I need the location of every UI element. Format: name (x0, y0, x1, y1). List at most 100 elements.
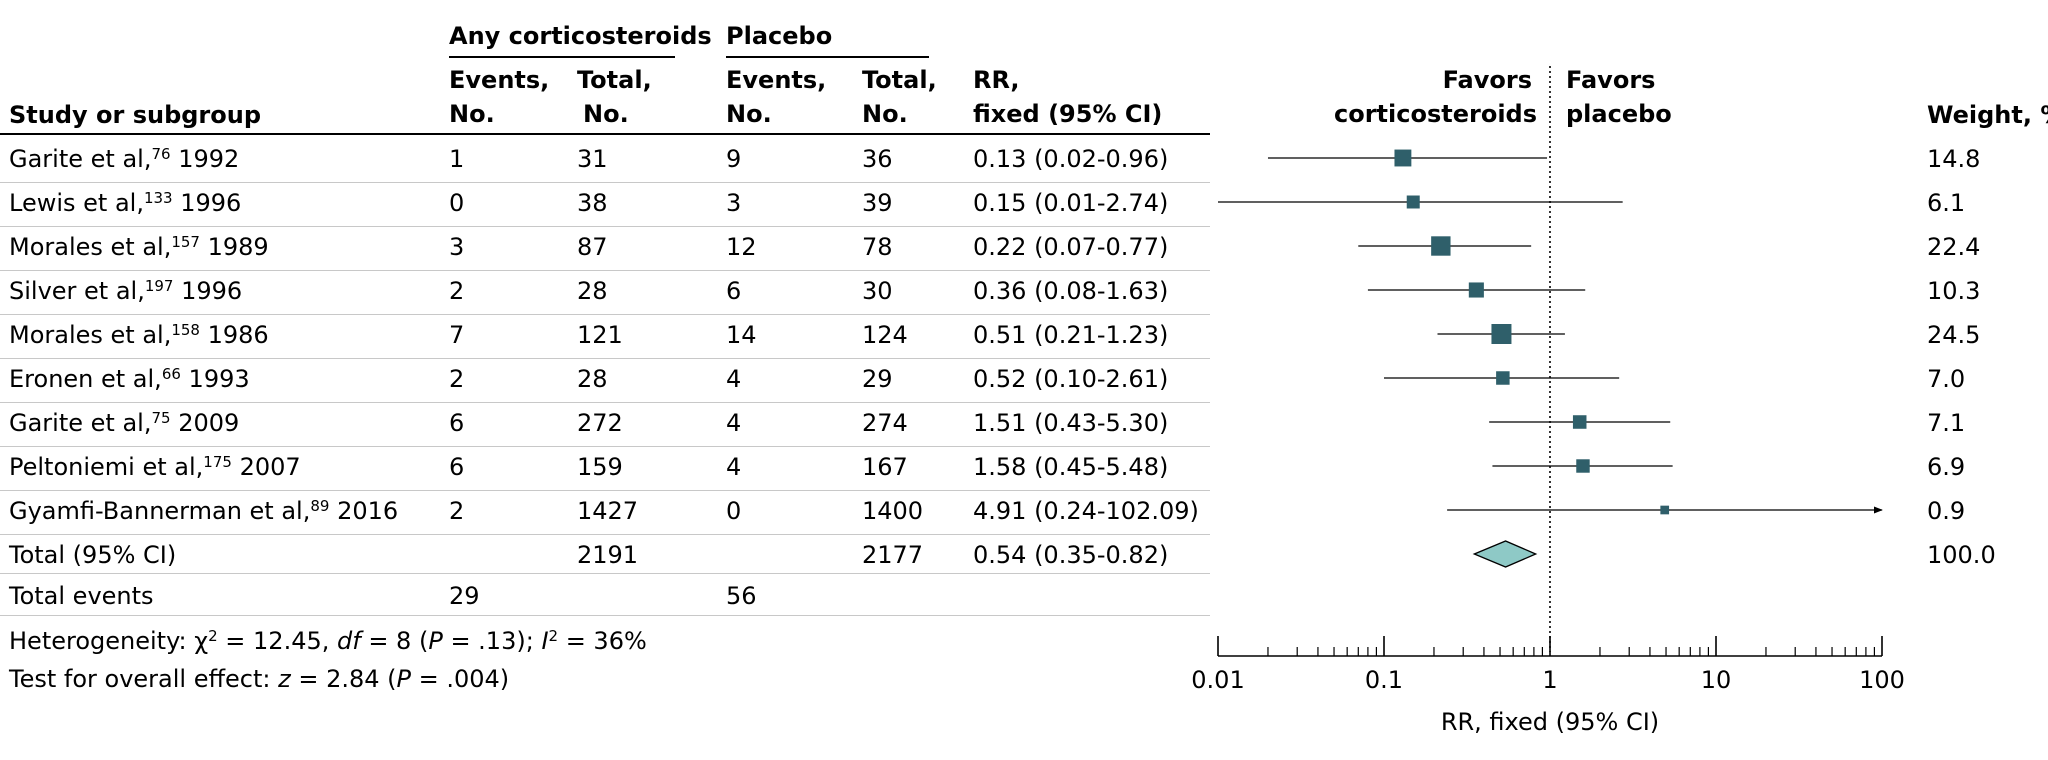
header-rule (0, 133, 1210, 135)
row-separator (0, 402, 1210, 403)
study-header: Study or subgroup (9, 101, 262, 129)
plac-total-header-2: No. (862, 100, 908, 128)
plac-total-header-1: Total, (862, 66, 937, 94)
weight-cell: 7.1 (1927, 409, 1966, 437)
rr-ci-cell: 0.36 (0.08-1.63) (973, 277, 1169, 305)
weight-cell: 14.8 (1927, 145, 1981, 173)
cort-events-cell: 6 (449, 409, 465, 437)
study-name: Peltoniemi et al,175 2007 (9, 453, 301, 481)
plac-events-header-1: Events, (726, 66, 827, 94)
x-tick-label: 0.1 (1365, 666, 1403, 694)
plac-total-cell: 30 (862, 277, 893, 305)
rr-ci-cell: 0.51 (0.21-1.23) (973, 321, 1169, 349)
total-events-cort: 29 (449, 582, 480, 610)
cort-events-cell: 3 (449, 233, 465, 261)
point-marker (1660, 505, 1670, 515)
rr-ci-cell: 0.13 (0.02-0.96) (973, 145, 1169, 173)
total-events-label: Total events (9, 582, 154, 610)
rr-ci-cell: 0.22 (0.07-0.77) (973, 233, 1169, 261)
plac-events-cell: 4 (726, 453, 742, 481)
cort-total-cell: 159 (577, 453, 623, 481)
favors-right-header-1: Favors (1566, 66, 1656, 94)
point-marker (1394, 149, 1412, 167)
weight-cell: 6.1 (1927, 189, 1966, 217)
plac-events-cell: 0 (726, 497, 742, 525)
group1-underline (449, 56, 675, 58)
x-tick-label: 10 (1701, 666, 1732, 694)
plac-total-cell: 29 (862, 365, 893, 393)
cort-events-cell: 7 (449, 321, 465, 349)
point-marker (1576, 459, 1590, 473)
heterogeneity-text: Heterogeneity: χ2 = 12.45, df = 8 (P = .… (9, 627, 647, 655)
plac-events-cell: 3 (726, 189, 742, 217)
row-separator (0, 573, 1210, 574)
plac-events-cell: 12 (726, 233, 757, 261)
rr-header-1: RR, (973, 66, 1020, 94)
row-separator (0, 226, 1210, 227)
plac-total-cell: 1400 (862, 497, 924, 525)
group2-underline (726, 56, 929, 58)
cort-events-cell: 2 (449, 365, 465, 393)
rr-header-2: fixed (95% CI) (973, 100, 1163, 128)
row-separator (0, 534, 1210, 535)
plac-events-cell: 4 (726, 409, 742, 437)
rr-ci-cell: 1.51 (0.43-5.30) (973, 409, 1169, 437)
plac-total-cell: 124 (862, 321, 908, 349)
row-separator (0, 314, 1210, 315)
rr-ci-cell: 0.15 (0.01-2.74) (973, 189, 1169, 217)
cort-events-cell: 1 (449, 145, 465, 173)
point-marker (1468, 282, 1484, 298)
x-axis-label: RR, fixed (95% CI) (1441, 708, 1659, 736)
favors-left-header-1: Favors (1442, 66, 1532, 94)
pooled-diamond (1472, 540, 1538, 568)
total-weight: 100.0 (1927, 541, 1996, 569)
weight-cell: 10.3 (1927, 277, 1981, 305)
row-separator (0, 446, 1210, 447)
cort-total-header-2: No. (583, 100, 629, 128)
overall-effect-text: Test for overall effect: z = 2.84 (P = .… (9, 665, 510, 693)
favors-left-header-2: corticosteroids (1334, 100, 1538, 128)
plac-total-cell: 78 (862, 233, 893, 261)
plac-events-header-2: No. (726, 100, 772, 128)
x-tick-label: 1 (1542, 666, 1557, 694)
cort-events-header-2: No. (449, 100, 495, 128)
study-name: Silver et al,197 1996 (9, 277, 243, 305)
cort-events-header-1: Events, (449, 66, 550, 94)
weight-cell: 24.5 (1927, 321, 1981, 349)
weight-cell: 7.0 (1927, 365, 1966, 393)
plac-events-cell: 14 (726, 321, 757, 349)
point-marker (1431, 236, 1451, 256)
weight-cell: 22.4 (1927, 233, 1981, 261)
cort-total-cell: 38 (577, 189, 608, 217)
point-marker (1496, 371, 1510, 385)
x-tick-label: 0.01 (1191, 666, 1244, 694)
plac-total-cell: 167 (862, 453, 908, 481)
total-rr-ci: 0.54 (0.35-0.82) (973, 541, 1169, 569)
plac-events-cell: 6 (726, 277, 742, 305)
study-name: Lewis et al,133 1996 (9, 189, 242, 217)
row-separator (0, 615, 1210, 616)
cort-total-cell: 1427 (577, 497, 639, 525)
row-separator (0, 270, 1210, 271)
total-cort-total: 2191 (577, 541, 639, 569)
plac-total-cell: 36 (862, 145, 893, 173)
total-events-plac: 56 (726, 582, 757, 610)
favors-right-header-2: placebo (1566, 100, 1672, 128)
rr-ci-cell: 0.52 (0.10-2.61) (973, 365, 1169, 393)
weight-cell: 0.9 (1927, 497, 1966, 525)
plac-events-cell: 4 (726, 365, 742, 393)
cort-events-cell: 2 (449, 277, 465, 305)
group2-header: Placebo (726, 22, 833, 50)
cort-events-cell: 0 (449, 189, 465, 217)
cort-total-cell: 121 (577, 321, 623, 349)
study-name: Eronen et al,66 1993 (9, 365, 250, 393)
point-marker (1491, 324, 1512, 344)
row-separator (0, 358, 1210, 359)
total-plac-total: 2177 (862, 541, 924, 569)
rr-ci-cell: 4.91 (0.24-102.09) (973, 497, 1199, 525)
rr-ci-cell: 1.58 (0.45-5.48) (973, 453, 1169, 481)
cort-total-cell: 28 (577, 365, 608, 393)
cort-total-cell: 31 (577, 145, 608, 173)
study-name: Garite et al,76 1992 (9, 145, 240, 173)
weight-header: Weight, % (1927, 101, 2048, 129)
